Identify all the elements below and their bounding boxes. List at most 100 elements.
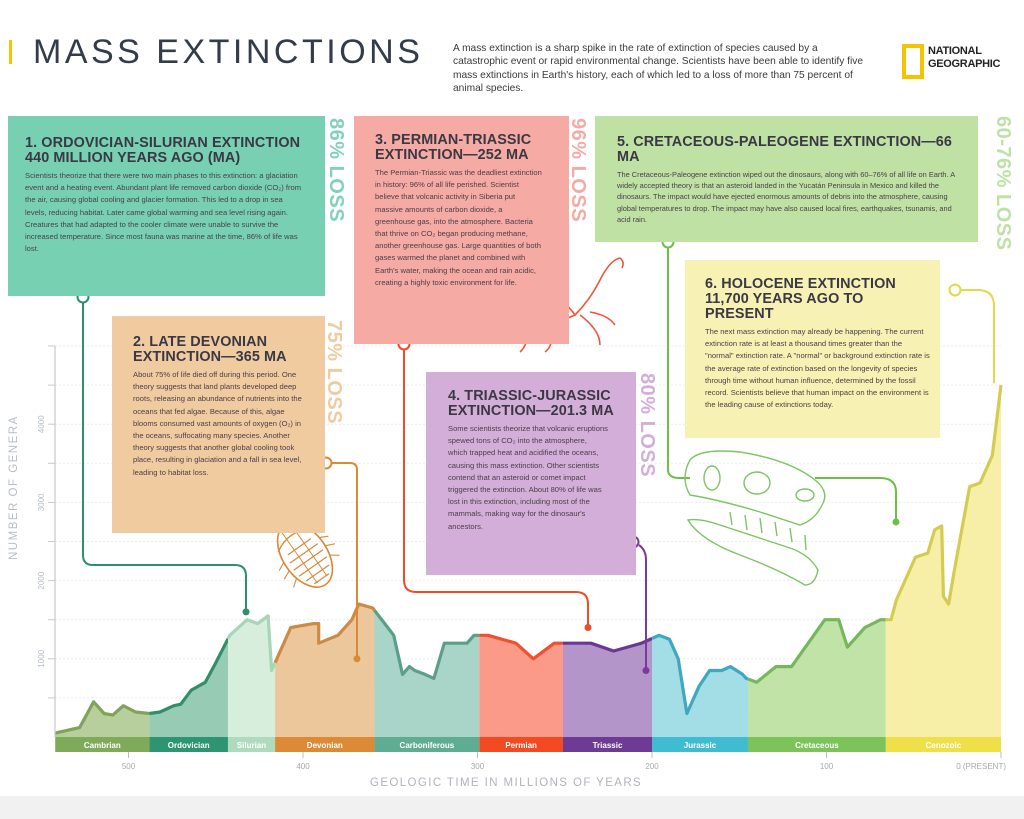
period-label-cretaceous: Cretaceous xyxy=(795,741,839,750)
x-tick-label: 0 (PRESENT) xyxy=(956,762,1006,771)
extinction-card-2: 2. LATE DEVONIAN EXTINCTION—365 MA About … xyxy=(112,316,325,533)
trex-skull-illustration xyxy=(684,450,826,586)
period-band-devonian xyxy=(275,737,375,752)
card-5-text: The Cretaceous-Paleogene extinction wipe… xyxy=(617,170,955,224)
natgeo-logo-icon xyxy=(902,44,924,79)
card-6-title-line2: 11,700 YEARS AGO TO PRESENT xyxy=(705,291,864,322)
period-band-jurassic xyxy=(652,737,748,752)
card-5-title: 5. CRETACEOUS-PALEOGENE EXTINCTION—66 MA xyxy=(617,134,952,165)
genera-chart: Cambrian Ordovician Silurian Devonian Carbon… xyxy=(37,235,1006,771)
connector-line-3 xyxy=(403,350,589,628)
connector-line-5 xyxy=(667,248,897,522)
period-band-silurian xyxy=(227,737,276,752)
card-3-title-line1: 3. PERMIAN-TRIASSIC xyxy=(375,132,532,148)
period-label-cambrian: Cambrian xyxy=(84,741,121,750)
card-3-title-line2: EXTINCTION—252 MA xyxy=(375,147,529,163)
period-area-permian xyxy=(479,635,564,737)
genera-line-ordovician xyxy=(149,638,230,716)
genera-line-devonian xyxy=(273,602,376,664)
card-2-title: 2. LATE DEVONIAN EXTINCTION—365 MA xyxy=(133,335,311,365)
card-1-text: Scientists theorize that there were two … xyxy=(25,171,302,254)
period-label-triassic: Triassic xyxy=(593,741,623,750)
genera-line-cenozoic xyxy=(885,384,1003,622)
period-label-devonian: Devonian xyxy=(307,741,343,750)
extinction-marker-2 xyxy=(353,655,361,663)
period-area-silurian xyxy=(227,615,276,737)
extinction-marker-4 xyxy=(642,667,650,675)
x-tick-label: 400 xyxy=(296,762,310,771)
period-area-carboniferous xyxy=(374,610,480,737)
period-label-permian: Permian xyxy=(505,741,537,750)
period-band-carboniferous xyxy=(374,737,480,752)
period-area-devonian xyxy=(275,604,375,737)
card-4-text: Some scientists theorize that volcanic e… xyxy=(448,424,608,531)
card-1-title-line1: 1. ORDOVICIAN-SILURIAN EXTINCTION xyxy=(25,135,301,151)
period-label-cenozoic: Cenozoic xyxy=(926,741,962,750)
x-tick-label: 300 xyxy=(471,762,485,771)
extinction-card-6: 6. HOLOCENE EXTINCTION 11,700 YEARS AGO T… xyxy=(685,260,940,438)
x-axis-label: GEOLOGIC TIME IN MILLIONS OF YEARS xyxy=(370,777,643,789)
connector-line-2 xyxy=(332,462,358,659)
page-title: MASS EXTINCTIONS xyxy=(33,33,424,71)
extinction-marker-5 xyxy=(892,518,900,526)
connector-line-4 xyxy=(638,544,647,671)
card-1-loss-label: 86% LOSS xyxy=(325,118,347,223)
period-band-cenozoic xyxy=(885,737,1001,752)
x-tick-label: 200 xyxy=(645,762,659,771)
period-label-ordovician: Ordovician xyxy=(168,741,210,750)
period-area-ordovician xyxy=(149,638,228,737)
period-bands: Cambrian Ordovician Silurian Devonian Carbon… xyxy=(55,737,1001,752)
card-2-title-line1: 2. LATE DEVONIAN xyxy=(133,334,268,350)
y-tick-label: 1000 xyxy=(37,649,46,667)
card-2-title-line2: EXTINCTION—365 MA xyxy=(133,349,287,365)
period-band-cambrian xyxy=(55,737,150,752)
genera-line-permian xyxy=(479,633,563,661)
genera-line-cambrian xyxy=(54,700,150,735)
period-label-carboniferous: Carboniferous xyxy=(400,741,455,750)
x-tick-label: 100 xyxy=(820,762,834,771)
period-areas xyxy=(54,384,1003,737)
logo-line-2: GEOGRAPHIC xyxy=(928,57,1001,70)
period-label-jurassic: Jurassic xyxy=(684,741,717,750)
extinction-card-5: 5. CRETACEOUS-PALEOGENE EXTINCTION—66 MA… xyxy=(595,116,978,242)
card-1-title-line2: 440 MILLION YEARS AGO (MA) xyxy=(25,150,241,166)
card-4-title: 4. TRIASSIC-JURASSIC EXTINCTION—201.3 MA xyxy=(448,389,626,419)
period-area-cambrian xyxy=(55,701,150,737)
period-area-cretaceous xyxy=(747,619,886,737)
extinction-card-4: 4. TRIASSIC-JURASSIC EXTINCTION—201.3 MA … xyxy=(426,372,636,575)
y-tick-label: 4000 xyxy=(37,415,46,433)
card-2-loss-label: 75% LOSS xyxy=(323,320,345,425)
intro-text: A mass extinction is a sharp spike in th… xyxy=(453,43,864,95)
card-1-title: 1. ORDOVICIAN-SILURIAN EXTINCTION 440 MIL… xyxy=(25,136,311,166)
card-3-text: The Permian-Triassic was the deadliest e… xyxy=(375,168,542,287)
natgeo-logo-text: NATIONAL GEOGRAPHIC xyxy=(928,45,1000,70)
card-2-text: About 75% of life died off during this p… xyxy=(133,370,302,477)
period-band-triassic xyxy=(563,737,652,752)
genera-line-jurassic xyxy=(651,633,749,716)
connector-line-1 xyxy=(82,303,247,612)
genera-line-silurian xyxy=(226,614,277,673)
period-band-cretaceous xyxy=(747,737,886,752)
title-accent-bar xyxy=(9,40,12,64)
card-4-title-line2: EXTINCTION—201.3 MA xyxy=(448,403,614,419)
card-4-loss-label: 80% LOSS xyxy=(636,373,658,478)
genera-line-triassic xyxy=(563,637,653,653)
extinction-marker-3 xyxy=(584,624,592,632)
y-axis-label: NUMBER OF GENERA xyxy=(8,415,20,560)
period-area-triassic xyxy=(563,638,652,737)
connector-line-6 xyxy=(961,289,995,384)
period-band-permian xyxy=(479,737,564,752)
period-area-cenozoic xyxy=(885,385,1001,737)
card-6-title-line1: 6. HOLOCENE EXTINCTION xyxy=(705,276,896,292)
card-6-text: The next mass extinction may already be … xyxy=(705,327,930,410)
connector-start-dot-6 xyxy=(948,283,962,297)
x-tick-label: 500 xyxy=(122,762,136,771)
y-tick-label: 3000 xyxy=(37,493,46,511)
extinction-card-3: 3. PERMIAN-TRIASSIC EXTINCTION—252 MA The… xyxy=(354,116,569,344)
card-3-title: 3. PERMIAN-TRIASSIC EXTINCTION—252 MA xyxy=(375,133,559,163)
y-axis: 1000 2000 3000 4000 xyxy=(37,345,56,737)
genera-line-carboniferous xyxy=(373,609,480,680)
footer-band xyxy=(0,796,1024,819)
period-label-silurian: Silurian xyxy=(237,741,266,750)
card-6-title: 6. HOLOCENE EXTINCTION 11,700 YEARS AGO T… xyxy=(705,277,932,322)
